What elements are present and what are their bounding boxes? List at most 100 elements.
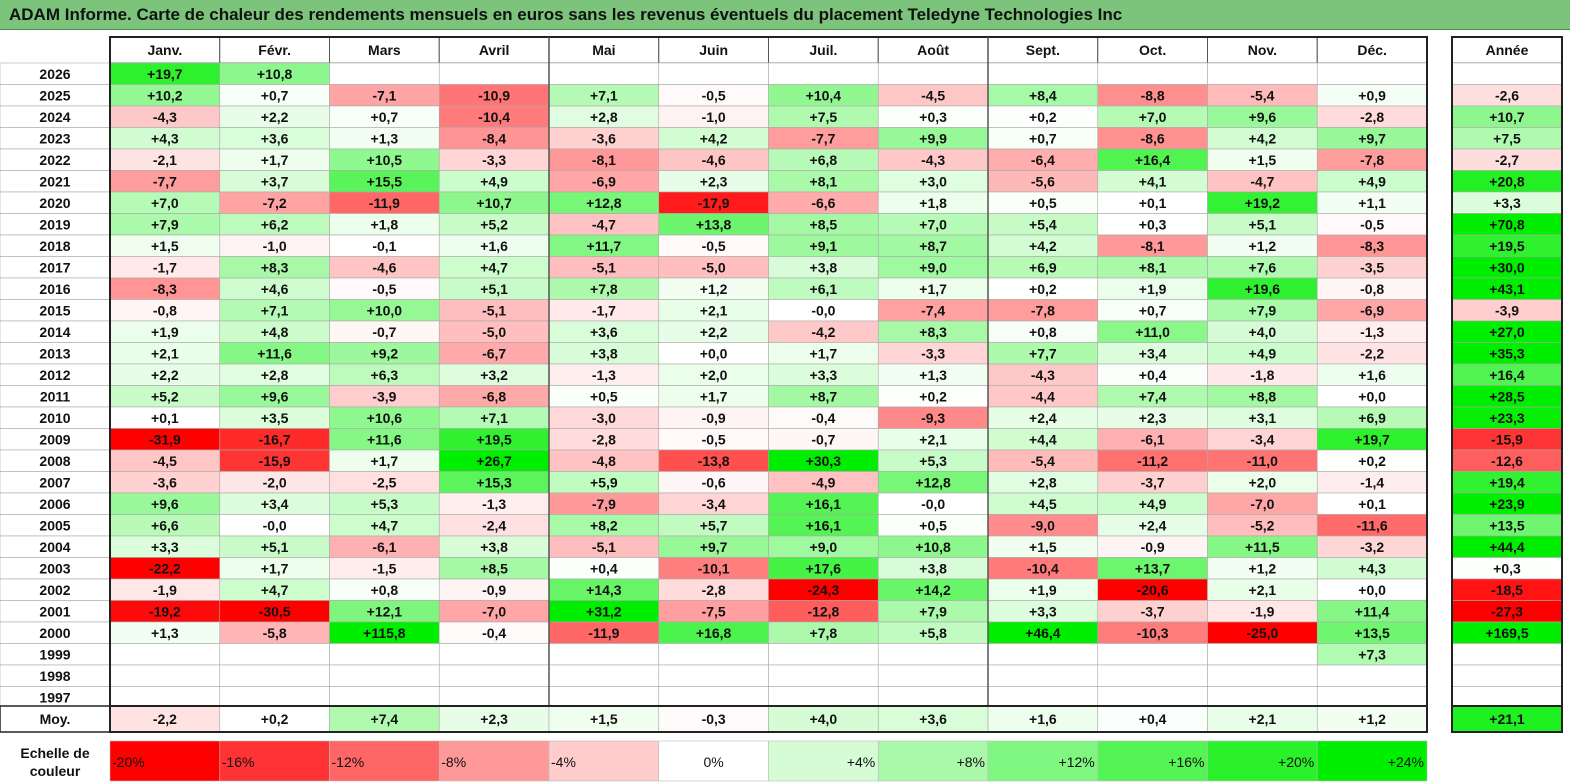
cell-value: +9,9 <box>919 131 947 147</box>
cell-value: +11,6 <box>367 432 402 448</box>
cell-value: -20,6 <box>1137 582 1169 598</box>
column-header-3: Avril <box>479 42 510 58</box>
row-year-2010: 2010 <box>39 410 70 426</box>
annual-value: +35,3 <box>1489 346 1525 362</box>
cell-value: +2,1 <box>1249 582 1277 598</box>
cell-value: +1,5 <box>1249 152 1277 168</box>
row-year-2023: 2023 <box>39 131 70 147</box>
cell-value: +0,5 <box>590 389 618 405</box>
column-header-1: Févr. <box>258 42 291 58</box>
cell-value: +14,2 <box>915 582 951 598</box>
cell-value: +5,3 <box>919 453 947 469</box>
cell-value: -3,6 <box>592 131 616 147</box>
cell-value: -8,3 <box>1360 238 1384 254</box>
annual-value: +16,4 <box>1489 367 1525 383</box>
cell-value: -8,1 <box>592 152 616 168</box>
cell-value: +0,3 <box>1139 217 1167 233</box>
cell-value: +8,7 <box>810 389 838 405</box>
cell-value: +5,1 <box>261 539 289 555</box>
annual-value: +20,8 <box>1489 174 1525 190</box>
cell-value: +4,2 <box>1249 131 1277 147</box>
cell-value: -2,5 <box>372 475 396 491</box>
cell-value: -4,4 <box>1031 389 1055 405</box>
annual-value: +13,5 <box>1489 518 1525 534</box>
cell-value: -7,9 <box>592 496 616 512</box>
heat-cell <box>109 686 221 709</box>
cell-value: +3,3 <box>1029 604 1057 620</box>
cell-value: -5,4 <box>1250 88 1274 104</box>
cell-value: -5,1 <box>592 539 616 555</box>
cell-value: -5,0 <box>702 260 726 276</box>
cell-value: -1,7 <box>592 303 616 319</box>
heat-cell <box>1316 62 1428 85</box>
average-value: +3,6 <box>919 711 947 727</box>
cell-value: -4,7 <box>1250 174 1274 190</box>
cell-value: -3,7 <box>1141 475 1165 491</box>
annual-cell <box>1451 686 1563 709</box>
scale-label: +20% <box>1278 754 1314 770</box>
scale-label-line1: Echelle de <box>20 745 89 761</box>
cell-value: -11,6 <box>1357 518 1388 534</box>
cell-value: +9,1 <box>810 238 838 254</box>
cell-value: +1,1 <box>1358 195 1386 211</box>
cell-value: -12,8 <box>807 604 839 620</box>
cell-value: +2,1 <box>919 432 947 448</box>
scale-label: +16% <box>1168 754 1204 770</box>
cell-value: +1,3 <box>151 625 179 641</box>
cell-value: -7,2 <box>263 195 287 211</box>
cell-value: -0,5 <box>372 281 396 297</box>
cell-value: +3,8 <box>590 346 618 362</box>
cell-value: -6,9 <box>1360 303 1384 319</box>
cell-value: -9,3 <box>921 410 945 426</box>
column-header-6: Juil. <box>809 42 837 58</box>
heat-cell <box>987 62 1099 85</box>
row-year-1999: 1999 <box>39 647 70 663</box>
cell-value: +19,2 <box>1245 195 1281 211</box>
cell-value: +10,0 <box>367 303 403 319</box>
cell-value: +19,7 <box>1354 432 1390 448</box>
cell-value: +11,6 <box>257 346 292 362</box>
cell-value: -1,3 <box>592 367 616 383</box>
annual-value: -3,9 <box>1495 303 1519 319</box>
cell-value: +2,2 <box>151 367 179 383</box>
average-value: -0,3 <box>702 711 726 727</box>
average-cell <box>1316 705 1428 733</box>
cell-value: +6,2 <box>261 217 289 233</box>
annual-value: +19,5 <box>1489 238 1525 254</box>
cell-value: +10,2 <box>147 88 183 104</box>
cell-value: +2,2 <box>700 324 728 340</box>
cell-value: -3,6 <box>153 475 177 491</box>
heat-cell <box>438 643 550 666</box>
average-value: +4,0 <box>810 711 838 727</box>
cell-value: -6,8 <box>482 389 506 405</box>
cell-value: -19,2 <box>149 604 181 620</box>
cell-value: -0,0 <box>811 303 835 319</box>
cell-value: -3,4 <box>1250 432 1274 448</box>
cell-value: +1,2 <box>1249 238 1277 254</box>
column-header-11: Déc. <box>1357 42 1387 58</box>
heat-cell <box>219 686 330 709</box>
cell-value: +26,7 <box>476 453 512 469</box>
heat-cell <box>1207 62 1318 85</box>
cell-value: +4,9 <box>480 174 508 190</box>
annual-value: -15,9 <box>1491 432 1523 448</box>
cell-value: +0,7 <box>261 88 289 104</box>
cell-value: +3,8 <box>919 561 947 577</box>
cell-value: -0,4 <box>482 625 506 641</box>
annual-value: +23,3 <box>1489 410 1525 426</box>
cell-value: +9,2 <box>371 346 399 362</box>
cell-value: +5,9 <box>590 475 618 491</box>
cell-value: +7,6 <box>1249 260 1277 276</box>
average-value: +1,2 <box>1358 711 1386 727</box>
scale-swatch <box>219 740 330 782</box>
annual-value: -18,5 <box>1491 582 1523 598</box>
cell-value: +6,6 <box>151 518 179 534</box>
cell-value: -2,0 <box>263 475 287 491</box>
cell-value: -0,0 <box>263 518 287 534</box>
column-header-0: Janv. <box>147 42 182 58</box>
cell-value: -0,8 <box>1360 281 1384 297</box>
scale-swatch <box>768 740 879 782</box>
average-cell <box>548 705 660 733</box>
cell-value: +3,8 <box>810 260 838 276</box>
